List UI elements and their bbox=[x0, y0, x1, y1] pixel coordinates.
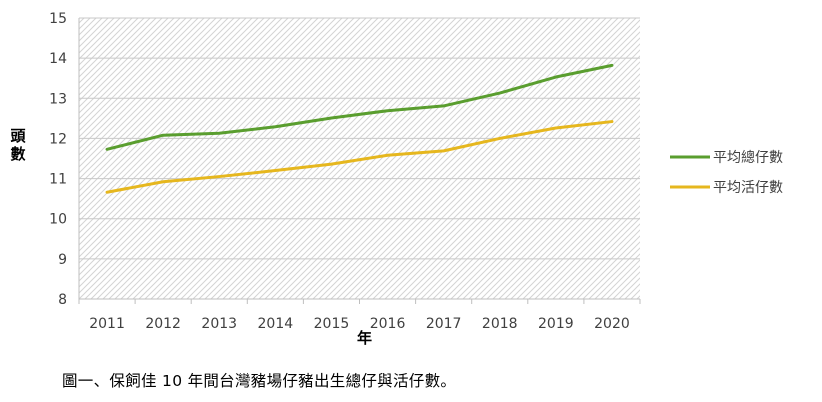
x-tick-label: 2016 bbox=[370, 316, 406, 332]
x-tick-label: 2020 bbox=[594, 316, 630, 332]
axis-titles: 年 頭數 bbox=[10, 127, 372, 347]
x-tick-label: 2013 bbox=[201, 316, 237, 332]
y-axis-title: 頭數 bbox=[10, 127, 26, 163]
figure-caption: 圖一、保飼佳 10 年間台灣豬場仔豬出生總仔與活仔數。 bbox=[62, 372, 457, 390]
y-tick-label: 12 bbox=[49, 131, 67, 147]
y-tick-label: 9 bbox=[58, 252, 67, 268]
x-tick-label: 2015 bbox=[314, 316, 350, 332]
x-tick-label: 2019 bbox=[538, 316, 574, 332]
y-tick-label: 10 bbox=[49, 212, 67, 228]
x-axis-title: 年 bbox=[357, 329, 372, 347]
y-tick-label: 11 bbox=[49, 172, 67, 188]
x-tick-label: 2014 bbox=[258, 316, 294, 332]
y-tick-label: 15 bbox=[49, 11, 67, 27]
x-tick-label: 2011 bbox=[89, 316, 125, 332]
x-tick-label: 2017 bbox=[426, 316, 462, 332]
axes: 8 9 10 11 12 13 14 15 2011 2012 2013 2014 2015 2016 20… bbox=[49, 11, 641, 332]
y-tick-label: 13 bbox=[49, 91, 67, 107]
series-lines bbox=[105, 63, 614, 194]
x-tick-label: 2018 bbox=[482, 316, 518, 332]
y-tick-label: 14 bbox=[49, 51, 67, 67]
legend-label: 平均活仔數 bbox=[713, 180, 783, 196]
x-tick-label: 2012 bbox=[145, 316, 181, 332]
series-line bbox=[105, 120, 614, 194]
y-tick-label: 8 bbox=[58, 292, 67, 308]
legend-label: 平均總仔數 bbox=[713, 149, 783, 166]
series-line bbox=[105, 63, 614, 151]
